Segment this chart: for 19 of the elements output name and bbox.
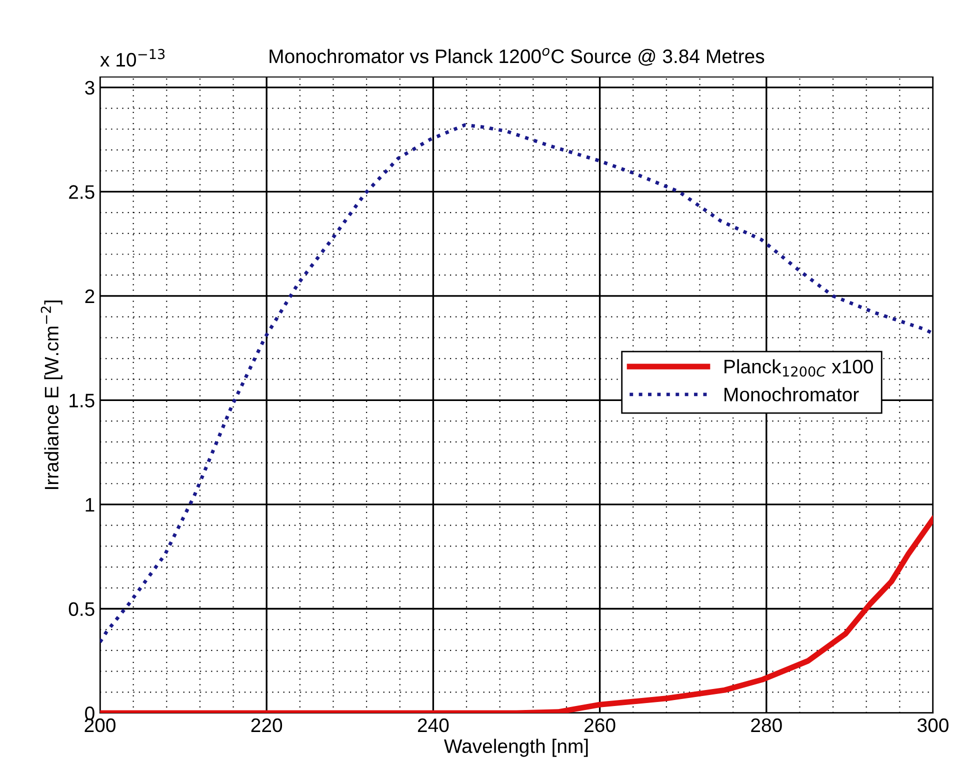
line-series: [100, 123, 933, 644]
y-tick-label: 1.5: [70, 394, 94, 408]
y-tick-label: 2.5: [69, 185, 94, 199]
x-tick-label: 300: [918, 718, 948, 732]
x-axis-title: Wavelength [nm]: [444, 738, 588, 757]
legend-label: Monochromator: [724, 387, 859, 402]
x-tick-label: 200: [84, 718, 116, 732]
y-tick-label: 2: [85, 289, 94, 303]
text: x 10$^{−13}$: [100, 48, 165, 67]
chart-title: Monochromator vs Planck 1200$^{o}$C Source @ 3.84 Metres: [270, 48, 764, 66]
legend-label: Planck$_{1200C}$ x100: [724, 359, 873, 377]
x-tick-label: 240: [418, 718, 449, 732]
x-tick-label: 280: [751, 718, 782, 732]
y-axis-title: Irradiance E [W.cm$^{−2}$]: [40, 300, 62, 489]
y-tick-label: 1: [86, 498, 94, 512]
x-tick-label: 220: [251, 718, 282, 732]
x-tick-label: 260: [584, 718, 616, 732]
y-tick-label: 3: [85, 80, 94, 95]
y-tick-label: 0.5: [68, 602, 94, 616]
